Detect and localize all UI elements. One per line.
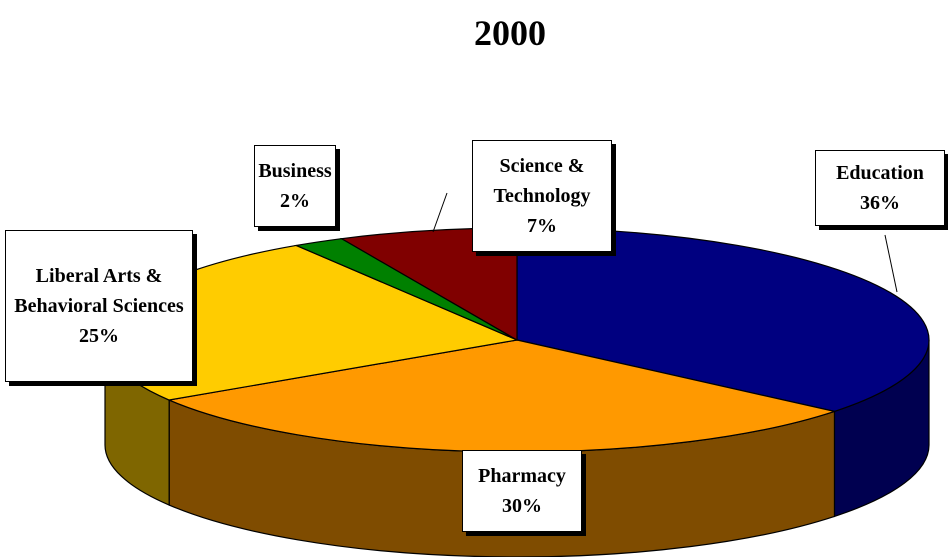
category-label: Education (836, 162, 924, 184)
value-label: 36% (860, 192, 900, 214)
slice (516, 227, 930, 413)
slice-label: Science & Technology 7% (472, 140, 612, 252)
value-label: 7% (527, 215, 557, 237)
slice-label: Pharmacy 30% (462, 450, 582, 532)
value-label: 2% (280, 190, 310, 212)
tops (104, 227, 930, 453)
value-label: 30% (502, 495, 542, 517)
leader-line (432, 192, 448, 233)
slice-label: Education 36% (815, 150, 945, 226)
category-label: Science & Technology (493, 155, 591, 207)
category-label: Pharmacy (478, 465, 566, 487)
leader-line (884, 234, 898, 293)
value-label: 25% (79, 325, 119, 347)
category-label: Business (258, 160, 332, 182)
chart-title: 2000 (474, 13, 546, 53)
slice-label: Business 2% (254, 145, 336, 227)
category-label: Liberal Arts & Behavioral Sciences (14, 265, 184, 317)
slice-label: Liberal Arts & Behavioral Sciences 25% (5, 230, 193, 382)
